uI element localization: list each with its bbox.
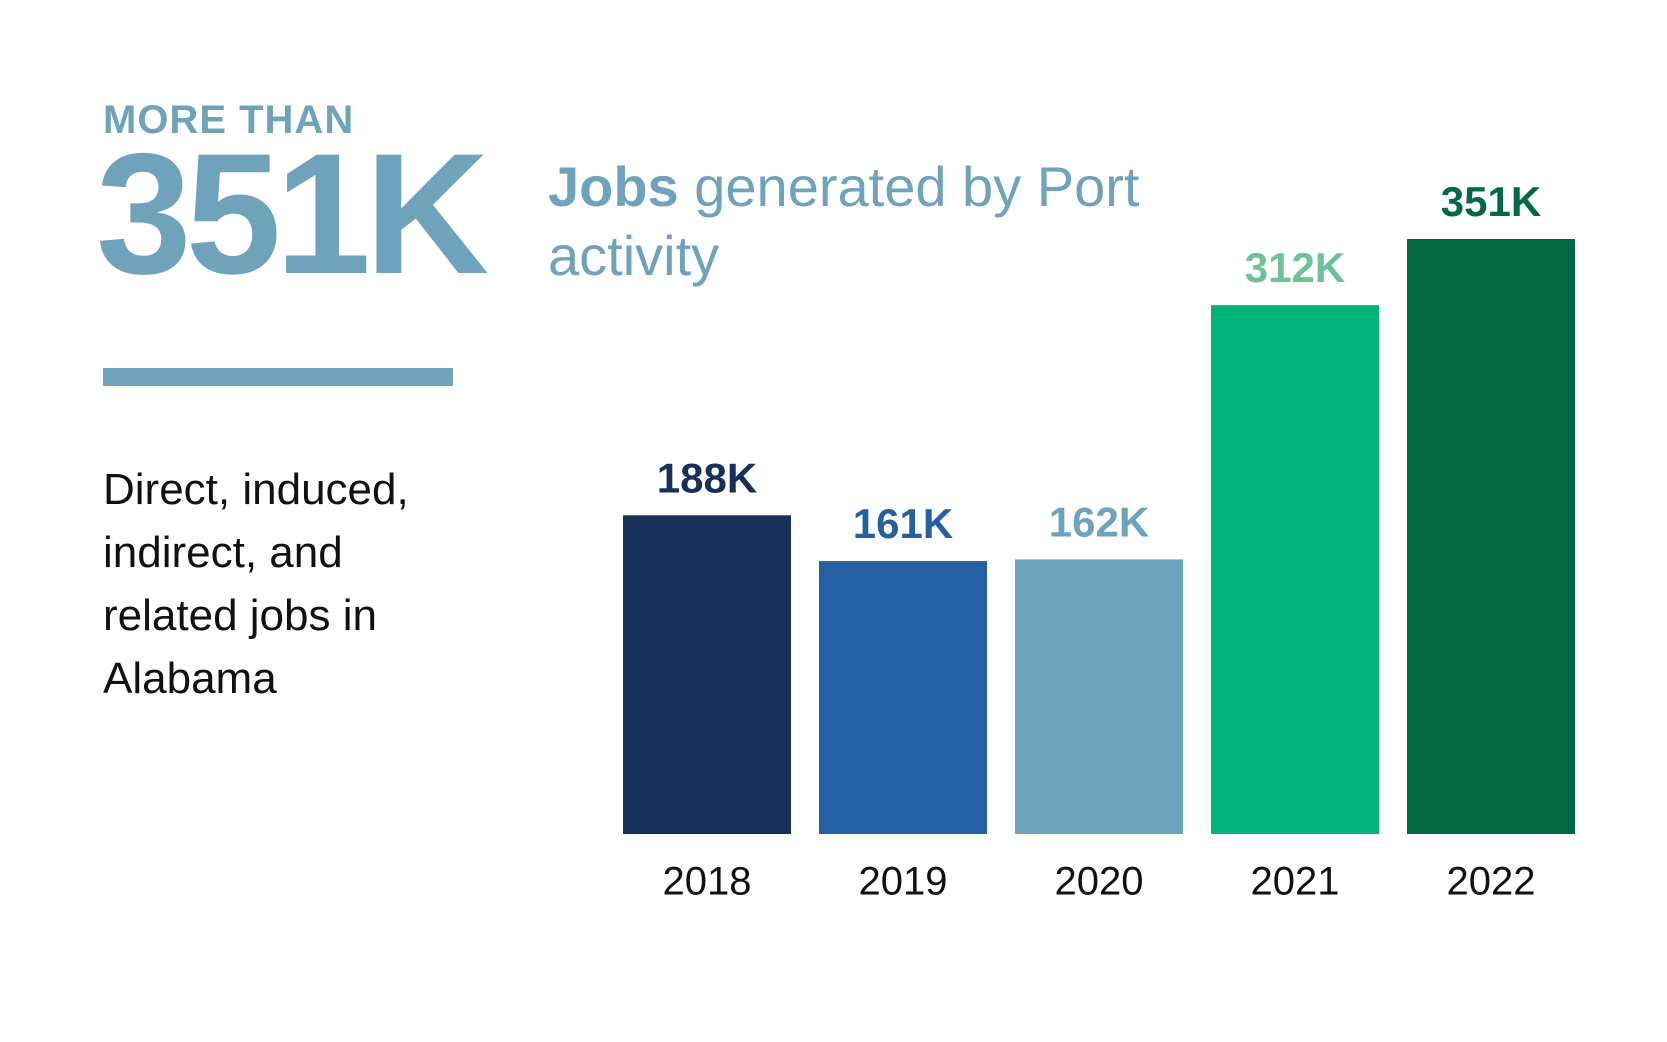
description: Direct, induced, indirect, and related j… <box>103 465 409 703</box>
bar <box>1015 559 1183 834</box>
x-tick-label: 2022 <box>1447 860 1536 904</box>
value-label: 351K <box>1441 178 1541 225</box>
value-label: 188K <box>657 454 757 501</box>
title-text: generated by Port activity <box>548 155 1140 287</box>
x-tick-label: 2018 <box>663 860 752 904</box>
headline: 351K <box>96 118 489 310</box>
value-label: 161K <box>853 500 953 547</box>
divider <box>103 368 453 386</box>
bar <box>1211 305 1379 835</box>
x-tick-label: 2021 <box>1251 860 1340 904</box>
x-tick-label: 2020 <box>1055 860 1144 904</box>
value-label: 162K <box>1049 498 1149 545</box>
bar <box>1407 239 1575 834</box>
kicker: MORE THAN <box>103 98 355 142</box>
bar <box>623 515 791 834</box>
title-bold: Jobs <box>548 155 679 218</box>
value-label: 312K <box>1245 244 1345 291</box>
x-tick-label: 2019 <box>859 860 948 904</box>
chart-title: Jobs generated by Port activity <box>548 152 1148 290</box>
bar <box>819 561 987 834</box>
